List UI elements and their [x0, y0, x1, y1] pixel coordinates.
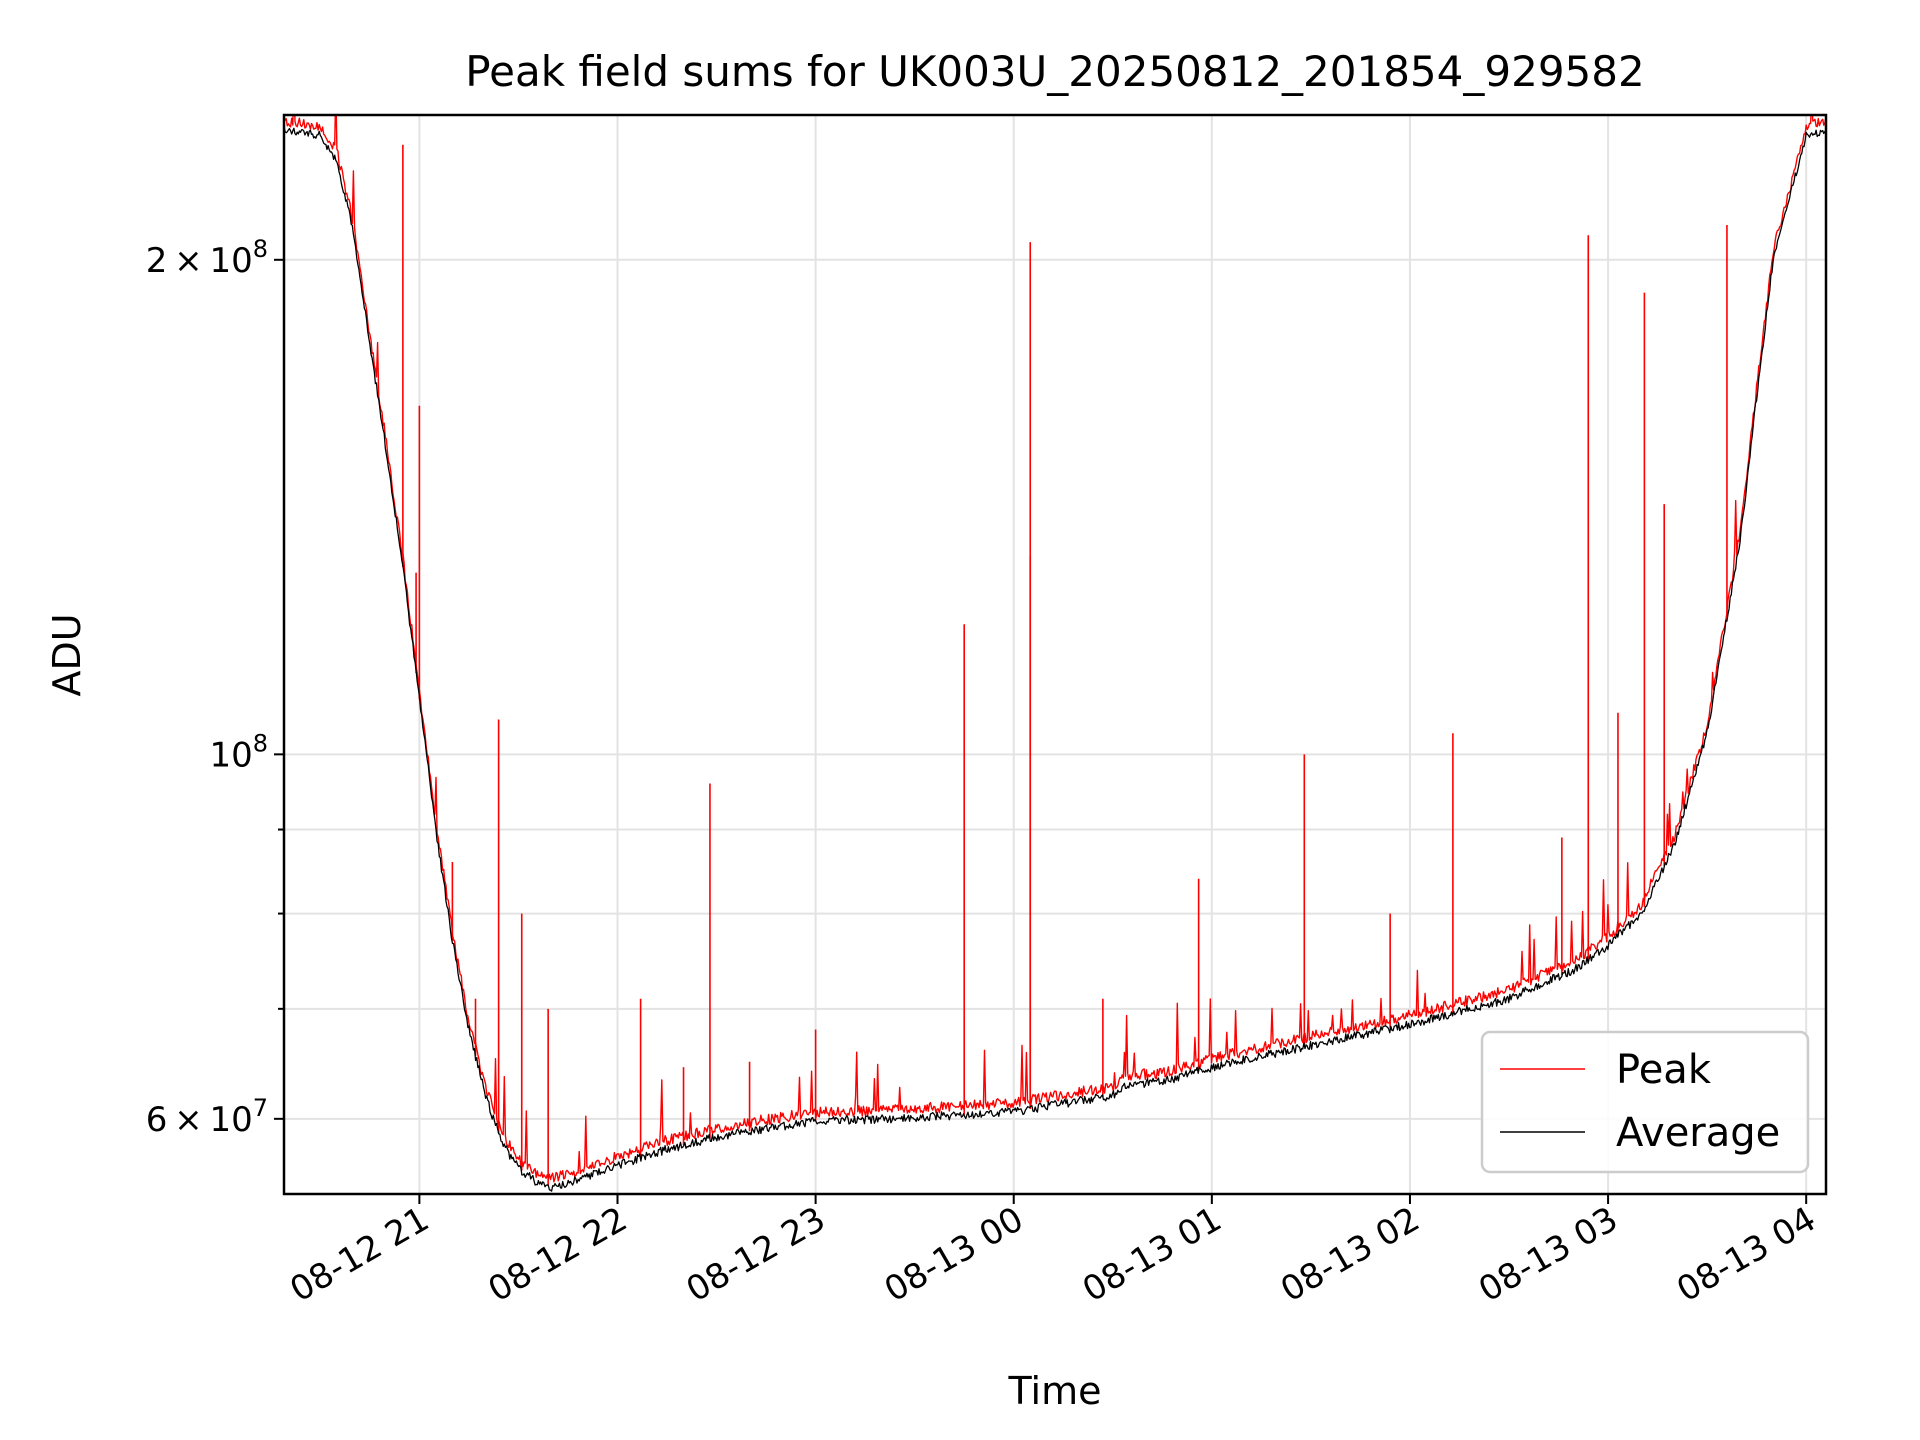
- grid: [284, 115, 1826, 1194]
- legend: Peak Average: [1480, 1030, 1810, 1174]
- legend-peak-label: Peak: [1616, 1047, 1712, 1093]
- y-tick-label: 2 × 108: [146, 235, 268, 281]
- y-tick-label: 108: [209, 729, 268, 775]
- legend-average-label: Average: [1616, 1110, 1780, 1156]
- x-axis-label: Time: [1008, 1369, 1102, 1413]
- peak-series-line: [284, 115, 1826, 1183]
- y-axis-label: ADU: [45, 613, 89, 696]
- average-series-line: [284, 125, 1826, 1192]
- legend-box: [1480, 1030, 1810, 1174]
- chart-title: Peak field sums for UK003U_20250812_2018…: [465, 47, 1644, 96]
- y-tick-label: 6 × 107: [146, 1094, 268, 1140]
- plot-frame: [282, 113, 1828, 1196]
- series-group: [284, 115, 1826, 1192]
- plot-area: [284, 115, 1826, 1192]
